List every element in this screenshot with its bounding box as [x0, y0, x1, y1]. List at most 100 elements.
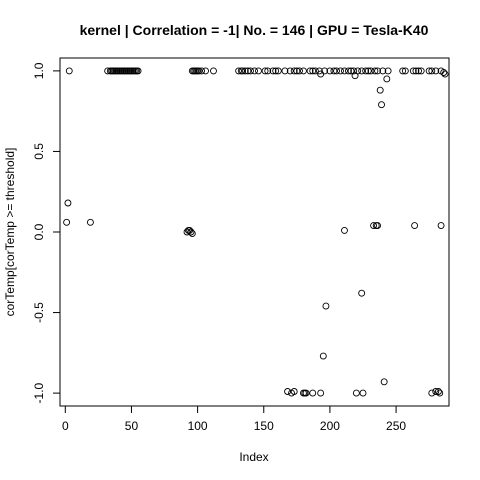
data-point — [370, 222, 378, 230]
y-axis: -1.0 -0.5 0.0 0.5 1.0 — [32, 62, 60, 403]
data-point — [333, 67, 340, 75]
data-point — [63, 218, 71, 226]
data-point — [367, 67, 375, 75]
data-point — [274, 67, 282, 75]
data-point — [261, 67, 269, 75]
data-point — [255, 67, 262, 75]
data-point — [330, 67, 338, 75]
data-point — [341, 226, 348, 234]
x-tick-label: 100 — [188, 419, 208, 433]
data-point — [284, 388, 292, 395]
data-point — [302, 389, 310, 397]
data-point — [362, 67, 370, 75]
data-point — [399, 67, 407, 75]
data-point — [64, 199, 72, 207]
y-tick-label: -1.0 — [32, 382, 46, 403]
x-tick-label: 150 — [254, 419, 274, 433]
data-point — [441, 70, 449, 78]
data-point — [354, 67, 362, 75]
y-tick-label: -0.5 — [32, 302, 46, 323]
data-point — [359, 389, 367, 397]
data-point — [319, 352, 327, 360]
data-point — [383, 75, 391, 83]
data-point — [412, 67, 420, 75]
data-point — [380, 378, 388, 386]
data-point — [300, 67, 307, 75]
data-point — [352, 389, 360, 397]
data-point — [290, 388, 298, 395]
data-point — [364, 67, 372, 75]
data-point — [378, 101, 385, 109]
data-point — [296, 67, 303, 75]
data-point — [440, 69, 448, 76]
data-point — [358, 289, 366, 297]
data-point — [428, 389, 436, 397]
x-tick-label: 250 — [386, 419, 406, 433]
data-point — [350, 67, 358, 75]
x-axis-label: Index — [239, 450, 268, 464]
data-point — [341, 67, 348, 75]
data-point — [437, 222, 445, 230]
x-axis: 0 50 100 150 200 250 — [62, 406, 406, 433]
data-point — [309, 67, 317, 75]
data-point — [384, 67, 392, 75]
data-point — [195, 67, 203, 75]
data-point — [198, 67, 206, 75]
data-point — [202, 67, 209, 75]
x-tick-label: 50 — [125, 419, 139, 433]
data-point — [317, 389, 325, 397]
data-point — [286, 67, 294, 75]
data-point — [337, 67, 344, 75]
data-point — [188, 230, 196, 238]
data-point — [86, 218, 94, 226]
data-point — [436, 389, 444, 397]
data-point — [374, 67, 382, 75]
data-point — [247, 67, 254, 75]
data-point — [432, 388, 440, 395]
data-point — [264, 67, 272, 75]
data-point — [321, 67, 329, 75]
chart-title: kernel | Correlation = -1| No. = 146 | G… — [80, 22, 429, 38]
data-point — [65, 67, 73, 75]
data-point — [315, 67, 323, 75]
data-point — [269, 67, 277, 75]
data-point — [251, 67, 258, 75]
data-point — [309, 389, 317, 397]
data-point — [281, 67, 289, 75]
data-point — [239, 67, 247, 75]
data-points — [63, 67, 449, 397]
data-point — [235, 67, 243, 75]
data-point — [432, 67, 440, 75]
data-point — [371, 67, 379, 75]
data-point — [376, 86, 384, 94]
data-point — [272, 67, 280, 75]
data-point — [311, 67, 319, 75]
data-point — [401, 67, 409, 75]
data-point — [134, 67, 142, 75]
data-point — [409, 67, 417, 75]
data-point — [374, 222, 382, 230]
data-point — [417, 67, 425, 75]
data-point — [326, 67, 334, 75]
y-tick-label: 1.0 — [32, 62, 46, 79]
data-point — [187, 228, 195, 236]
data-point — [306, 67, 314, 75]
data-point — [434, 388, 442, 395]
data-point — [411, 222, 419, 230]
data-point — [415, 67, 423, 75]
data-point — [428, 67, 436, 75]
data-point — [290, 67, 298, 75]
y-axis-label: corTemp[corTemp >= threshold] — [3, 148, 17, 317]
data-point — [293, 67, 301, 75]
data-point — [322, 302, 330, 310]
data-point — [344, 67, 352, 75]
x-tick-label: 200 — [320, 419, 340, 433]
data-point — [425, 67, 433, 75]
data-point — [241, 67, 249, 75]
y-tick-label: 0.5 — [32, 143, 46, 160]
y-tick-label: 0.0 — [32, 223, 46, 240]
data-point — [347, 67, 355, 75]
data-point — [358, 67, 366, 75]
